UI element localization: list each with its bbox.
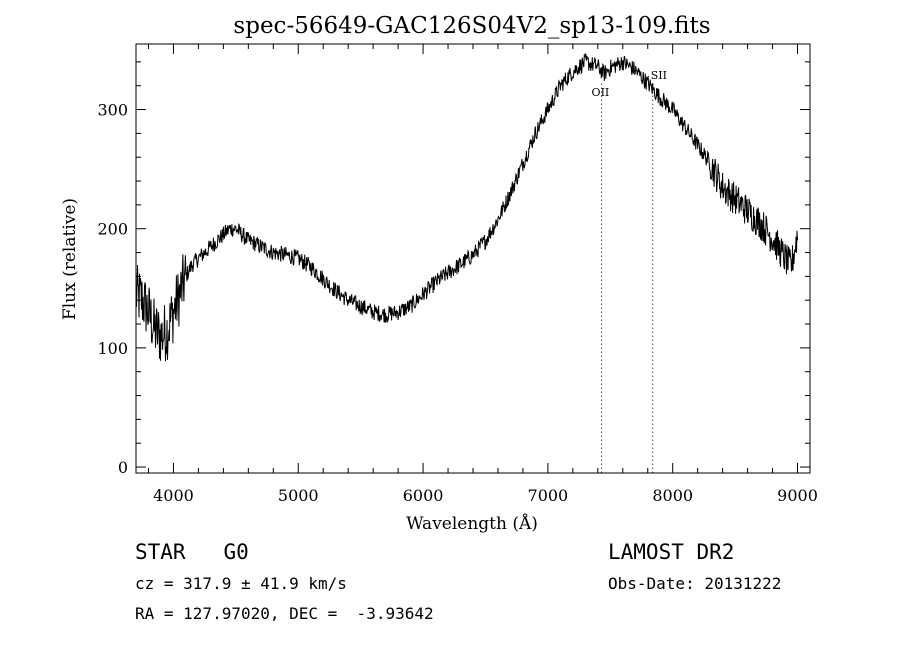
x-tick-label: 8000 bbox=[652, 486, 693, 505]
y-tick-label: 100 bbox=[97, 339, 128, 358]
obs-date: Obs-Date: 20131222 bbox=[608, 574, 782, 593]
x-tick-label: 7000 bbox=[528, 486, 569, 505]
line-label: SII bbox=[651, 69, 667, 82]
y-tick-label: 300 bbox=[97, 101, 128, 120]
spectrum-line bbox=[135, 53, 798, 362]
x-tick-label: 5000 bbox=[278, 486, 319, 505]
y-tick-label: 0 bbox=[118, 458, 128, 477]
x-tick-label: 6000 bbox=[403, 486, 444, 505]
x-axis: 4000 5000 6000 7000 8000 9000 bbox=[147, 44, 818, 505]
object-class: STAR G0 bbox=[135, 540, 249, 564]
y-tick-label: 200 bbox=[97, 220, 128, 239]
x-tick-label: 4000 bbox=[153, 486, 194, 505]
survey-name: LAMOST DR2 bbox=[608, 540, 735, 564]
x-axis-label: Wavelength (Å) bbox=[406, 513, 538, 534]
y-axis: 0 100 200 300 bbox=[97, 61, 810, 477]
x-tick-label: 9000 bbox=[777, 486, 818, 505]
coordinates-text: RA = 127.97020, DEC = -3.93642 bbox=[135, 604, 434, 623]
line-markers: OII SII bbox=[592, 69, 667, 473]
line-label: OII bbox=[592, 86, 610, 99]
y-axis-label: Flux (relative) bbox=[60, 198, 80, 320]
plot-frame bbox=[135, 43, 811, 474]
redshift-text: cz = 317.9 ± 41.9 km/s bbox=[135, 574, 347, 593]
chart-title: spec-56649-GAC126S04V2_sp13-109.fits bbox=[233, 13, 710, 39]
